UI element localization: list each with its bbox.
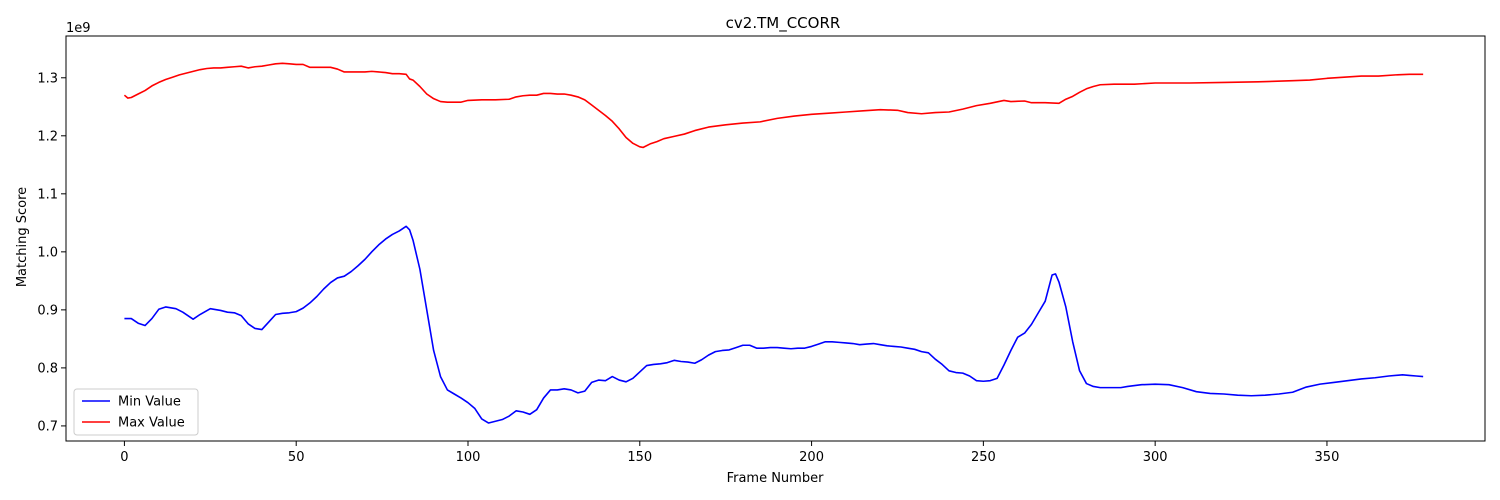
x-axis: 0 50 100 150 200 250 300 350 [120, 441, 1339, 465]
plot-frame [65, 35, 1486, 442]
x-tick-label: 150 [627, 450, 652, 465]
y-tick-label: 0.9 [37, 303, 58, 318]
y-axis-label: Matching Score [15, 187, 30, 287]
series-line-max-value [123, 62, 1424, 149]
x-axis-label: Frame Number [727, 471, 825, 486]
x-tick-label: 50 [288, 450, 305, 465]
chart-title: cv2.TM_CCORR [726, 14, 841, 33]
y-tick-label: 0.7 [37, 419, 58, 434]
x-tick-label: 0 [120, 450, 128, 465]
legend-label: Max Value [118, 416, 185, 431]
y-tick-label: 0.8 [37, 361, 58, 376]
y-tick-label: 1.0 [37, 245, 58, 260]
y-tick-label: 1.2 [37, 129, 58, 144]
legend: Min Value Max Value [73, 388, 199, 436]
y-axis-offset-text: 1e9 [66, 21, 91, 36]
y-tick-label: 1.3 [37, 71, 58, 86]
y-tick-label: 1.1 [37, 187, 58, 202]
legend-label: Min Value [118, 395, 181, 410]
plot-area [123, 62, 1424, 424]
x-tick-label: 100 [456, 450, 481, 465]
x-tick-label: 200 [799, 450, 824, 465]
x-tick-label: 300 [1143, 450, 1168, 465]
x-tick-label: 350 [1315, 450, 1340, 465]
y-axis: 0.7 0.8 0.9 1.0 1.1 1.2 1.3 [37, 71, 66, 434]
x-tick-label: 250 [971, 450, 996, 465]
series-line-min-value [124, 225, 1424, 424]
